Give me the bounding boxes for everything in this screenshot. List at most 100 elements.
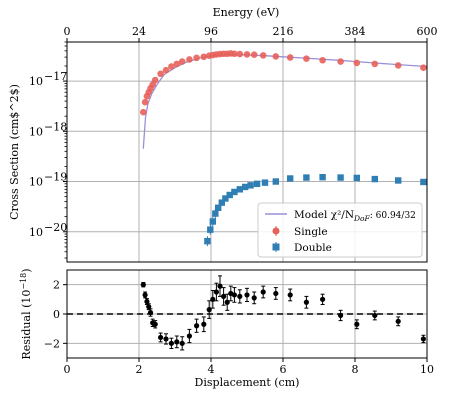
main-y-tick-label: 10 bbox=[29, 226, 43, 239]
top-tick-label: 0 bbox=[64, 25, 71, 38]
single-point bbox=[193, 54, 200, 62]
residual-point bbox=[174, 339, 180, 345]
residual-point bbox=[217, 283, 223, 289]
main-y-axis-label: Cross Section (cm$^2$) bbox=[8, 84, 21, 220]
residual-point bbox=[147, 309, 154, 316]
double-point bbox=[242, 183, 249, 191]
main-y-tick-exponent: −18 bbox=[44, 120, 67, 133]
double-point bbox=[207, 226, 214, 233]
main-y-tick-exponent: −20 bbox=[44, 221, 67, 234]
top-tick-label: 384 bbox=[345, 25, 366, 38]
double-point bbox=[353, 174, 360, 182]
residual-point bbox=[231, 292, 237, 298]
residual-point bbox=[221, 293, 227, 299]
residual-point bbox=[206, 307, 212, 313]
double-point bbox=[420, 178, 427, 186]
top-axis-label: Energy (eV) bbox=[213, 6, 280, 19]
residual-point bbox=[260, 289, 266, 295]
legend-double-marker bbox=[272, 243, 280, 251]
single-point bbox=[162, 66, 170, 74]
single-point bbox=[337, 58, 344, 65]
single-point bbox=[286, 54, 294, 61]
single-point bbox=[353, 59, 361, 67]
residual-points-layer bbox=[140, 275, 426, 351]
main-y-tick-label: 10 bbox=[29, 176, 43, 189]
residual-point bbox=[372, 312, 378, 319]
double-point bbox=[218, 199, 225, 206]
legend-model-label: Model χ²/NDoF: 60.94/32 bbox=[294, 209, 416, 223]
residual-point bbox=[287, 292, 293, 298]
residual-y-tick-label: 2 bbox=[53, 279, 60, 292]
top-tick-label: 216 bbox=[273, 25, 294, 38]
bottom-tick-label: 10 bbox=[420, 363, 434, 376]
residual-point bbox=[201, 321, 207, 327]
bottom-tick-label: 8 bbox=[352, 363, 359, 376]
bottom-tick-label: 0 bbox=[64, 363, 71, 376]
residual-point bbox=[194, 323, 200, 329]
residual-point bbox=[210, 296, 216, 302]
double-point bbox=[395, 177, 402, 184]
single-point bbox=[141, 98, 149, 106]
double-point bbox=[319, 173, 326, 181]
double-point bbox=[371, 175, 378, 183]
residual-point bbox=[140, 282, 146, 288]
single-point bbox=[140, 108, 147, 116]
double-point bbox=[261, 179, 269, 186]
double-point bbox=[215, 204, 222, 211]
double-point bbox=[253, 180, 261, 188]
single-point bbox=[319, 56, 326, 64]
top-axis-ticks: 0 24 96 216 384 600 bbox=[64, 25, 438, 42]
legend-single-marker bbox=[272, 227, 280, 235]
single-point bbox=[236, 50, 244, 58]
single-point bbox=[186, 56, 193, 63]
residual-point bbox=[320, 296, 326, 302]
double-point bbox=[222, 195, 229, 202]
residual-point bbox=[213, 289, 219, 295]
model-curve-layer bbox=[142, 54, 428, 149]
single-point bbox=[250, 51, 258, 59]
double-point bbox=[236, 186, 243, 193]
residual-point bbox=[224, 299, 230, 305]
legend: Model χ²/NDoF: 60.94/32 Single Double bbox=[257, 202, 423, 258]
main-plot-frame bbox=[66, 41, 428, 263]
single-point bbox=[168, 63, 175, 70]
residual-y-tick-label: 0 bbox=[53, 308, 60, 321]
legend-double-label: Double bbox=[294, 242, 332, 254]
single-point bbox=[151, 76, 159, 84]
single-point bbox=[272, 53, 280, 60]
bottom-tick-label: 6 bbox=[280, 363, 287, 376]
residual-point bbox=[142, 292, 148, 298]
residual-point bbox=[420, 336, 426, 342]
residual-point bbox=[186, 333, 192, 339]
single-point bbox=[371, 60, 379, 68]
top-tick-label: 600 bbox=[417, 25, 438, 38]
single-point bbox=[420, 64, 427, 71]
residual-point bbox=[168, 340, 174, 346]
single-point bbox=[303, 55, 310, 62]
model-curve bbox=[142, 54, 428, 149]
residual-point bbox=[395, 318, 401, 324]
double-point bbox=[287, 175, 294, 182]
double-point bbox=[247, 182, 254, 189]
single-point bbox=[259, 52, 267, 59]
double-point bbox=[272, 178, 279, 185]
main-y-tick-exponent: −17 bbox=[44, 70, 67, 83]
single-point bbox=[394, 62, 402, 69]
residual-point bbox=[152, 321, 158, 327]
double-point bbox=[204, 237, 211, 245]
top-tick-label: 96 bbox=[204, 25, 218, 38]
top-tick-label: 24 bbox=[132, 25, 146, 38]
single-point bbox=[157, 70, 164, 78]
main-points-layer bbox=[140, 50, 427, 247]
double-point bbox=[226, 191, 233, 199]
legend-box bbox=[257, 202, 423, 258]
bottom-tick-label: 2 bbox=[136, 363, 143, 376]
residual-point bbox=[244, 292, 250, 298]
residual-point bbox=[251, 295, 257, 301]
residual-point bbox=[338, 312, 344, 319]
bottom-axis-ticks: 0 2 4 6 8 10 bbox=[64, 358, 434, 376]
bottom-tick-label: 4 bbox=[208, 363, 215, 376]
residual-point bbox=[146, 304, 152, 310]
